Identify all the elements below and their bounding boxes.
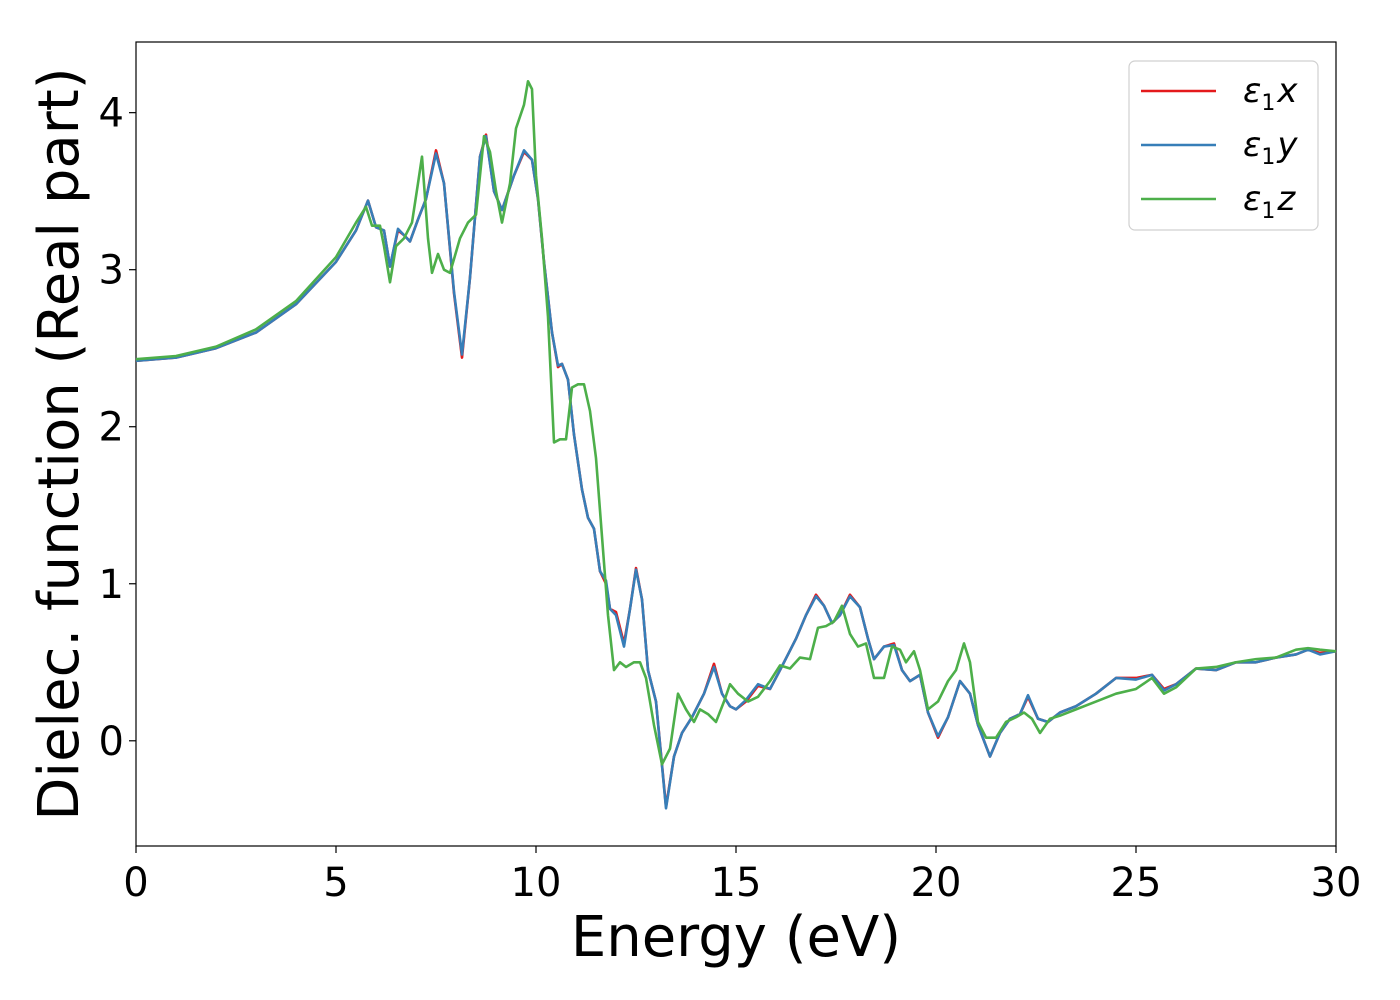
legend-label-z: ε1z: [1243, 179, 1296, 224]
x-tick-label: 0: [123, 860, 148, 906]
legend-label-x: ε1x: [1243, 71, 1298, 116]
y-axis-title: Dielec. function (Real part): [27, 67, 92, 820]
x-tick-label: 10: [511, 860, 562, 906]
x-tick-label: 25: [1111, 860, 1162, 906]
y-tick-label: 4: [99, 91, 124, 137]
y-tick-label: 0: [99, 719, 124, 765]
y-tick-label: 2: [99, 405, 124, 451]
series-line-x: [135, 133, 1337, 809]
y-axis: 0 1 2 3 4: [99, 91, 136, 765]
x-axis: 0 5 10 15 20 25 30: [123, 846, 1361, 906]
series-line-y: [135, 134, 1337, 810]
y-tick-label: 3: [99, 248, 124, 294]
legend: ε1x ε1y ε1z: [1128, 60, 1319, 231]
series-line-z: [135, 79, 1337, 766]
x-axis-title: Energy (eV): [571, 905, 901, 970]
series-layer: [135, 79, 1337, 810]
legend-label-y: ε1y: [1243, 125, 1298, 170]
x-tick-label: 30: [1311, 860, 1362, 906]
x-tick-label: 5: [323, 860, 348, 906]
x-tick-label: 15: [711, 860, 762, 906]
x-tick-label: 20: [911, 860, 962, 906]
legend-box: [1128, 60, 1319, 231]
y-tick-label: 1: [99, 562, 124, 608]
